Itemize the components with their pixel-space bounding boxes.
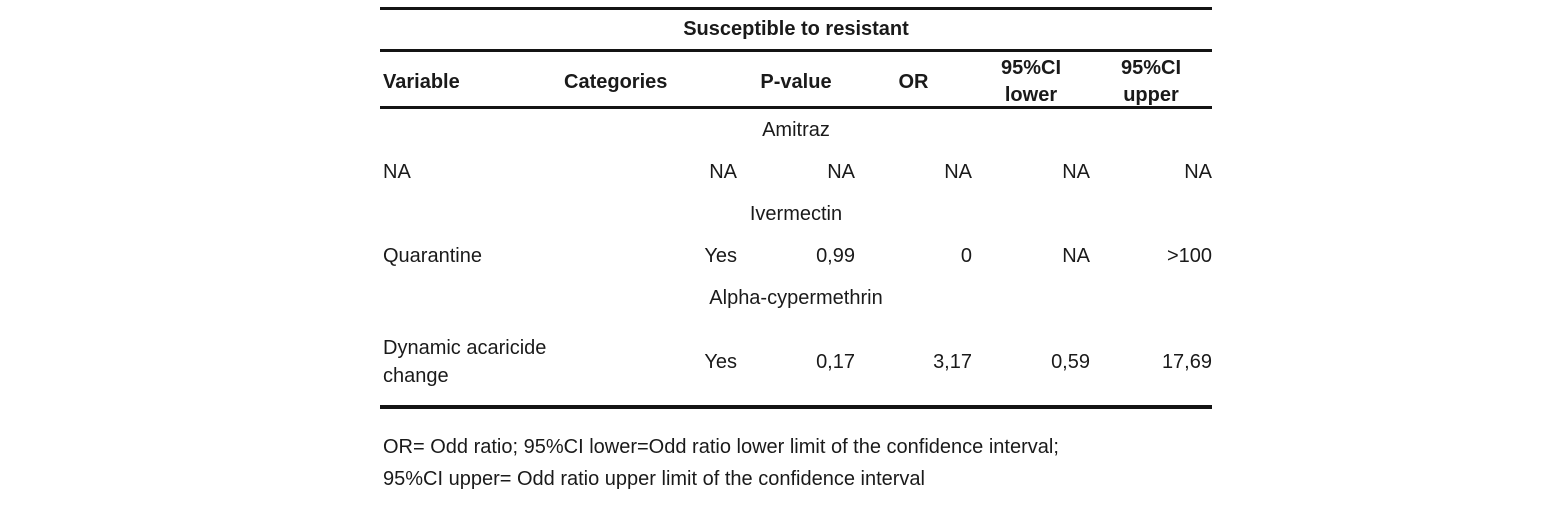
- section-header-label: Amitraz: [762, 118, 830, 141]
- footnote-line-2: 95%CI upper= Odd ratio upper limit of th…: [383, 468, 925, 490]
- cell-categories: NA: [709, 160, 737, 183]
- cell-p-value: 0,17: [816, 350, 855, 373]
- col-header-ci-upper-line2: upper: [1123, 84, 1179, 106]
- cell-p-value: NA: [827, 160, 855, 183]
- table-footnote: OR= Odd ratio; 95%CI lower=Odd ratio low…: [383, 431, 1059, 495]
- cell-ci-upper: >100: [1166, 244, 1212, 267]
- col-header-p-value-label: P-value: [760, 70, 832, 93]
- section-header-label: Ivermectin: [749, 202, 843, 225]
- cell-categories: Yes: [704, 350, 737, 373]
- col-header-ci-lower-line2: lower: [1004, 84, 1058, 106]
- col-header-or-label: OR: [898, 70, 929, 93]
- col-header-ci-upper-line1: 95%CI: [1120, 57, 1182, 79]
- results-table: Susceptible to resistant Variable Catego…: [380, 7, 1212, 409]
- col-header-categories-label: Categories: [564, 70, 668, 93]
- table-rule-bottom: [380, 405, 1212, 409]
- table-title: Susceptible to resistant: [683, 18, 909, 40]
- table-row-dynamic-acaricide-change: Dynamic acaricide change Yes 0,17 3,17 0…: [380, 319, 1212, 405]
- cell-variable: NA: [383, 161, 411, 183]
- col-header-variable: Variable: [380, 52, 564, 109]
- cell-or: 0: [960, 244, 972, 267]
- col-header-categories: Categories: [564, 52, 737, 109]
- cell-or: 3,17: [933, 350, 972, 373]
- section-header-amitraz: Amitraz: [380, 109, 1212, 151]
- col-header-ci-lower-line1: 95%CI: [1000, 57, 1062, 79]
- col-header-ci-lower: 95%CI lower: [972, 52, 1090, 109]
- table-rule-under-title: [380, 49, 1212, 52]
- col-header-variable-label: Variable: [383, 70, 460, 93]
- cell-categories: Yes: [704, 244, 737, 267]
- cell-variable: Quarantine: [383, 245, 482, 267]
- section-header-label: Alpha-cypermethrin: [709, 286, 883, 309]
- col-header-p-value: P-value: [737, 52, 855, 109]
- cell-or: NA: [944, 160, 972, 183]
- table-title-row: Susceptible to resistant: [380, 10, 1212, 49]
- col-header-or: OR: [855, 52, 972, 109]
- cell-ci-lower: NA: [1062, 160, 1090, 183]
- cell-ci-upper: NA: [1184, 160, 1212, 183]
- col-header-ci-upper: 95%CI upper: [1090, 52, 1212, 109]
- section-header-alpha-cypermethrin: Alpha-cypermethrin: [380, 277, 1212, 319]
- table-row-amitraz-na: NA NA NA NA NA NA: [380, 151, 1212, 193]
- cell-p-value: 0,99: [816, 244, 855, 267]
- cell-variable: Dynamic acaricide change: [383, 337, 547, 387]
- cell-ci-lower: NA: [1062, 244, 1090, 267]
- cell-ci-lower: 0,59: [1051, 350, 1090, 373]
- column-header-row: Variable Categories P-value OR 95%CI low…: [380, 52, 1212, 106]
- table-row-quarantine: Quarantine Yes 0,99 0 NA >100: [380, 235, 1212, 277]
- table-rule-top: [380, 7, 1212, 10]
- footnote-line-1: OR= Odd ratio; 95%CI lower=Odd ratio low…: [383, 436, 1059, 458]
- table-rule-under-headers: [380, 106, 1212, 109]
- section-header-ivermectin: Ivermectin: [380, 193, 1212, 235]
- cell-ci-upper: 17,69: [1161, 350, 1212, 373]
